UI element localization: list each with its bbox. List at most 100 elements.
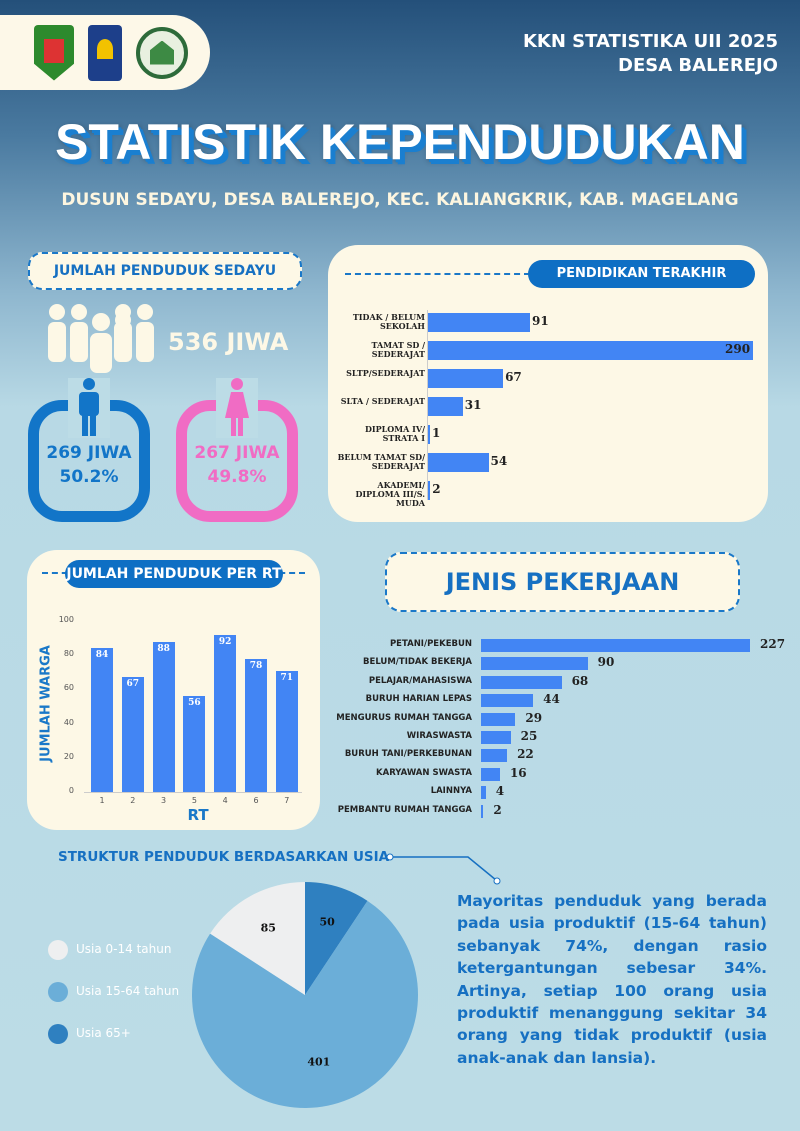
rt-y-tick: 0	[68, 786, 74, 795]
rt-bar	[245, 658, 267, 792]
job-value: 29	[525, 710, 543, 725]
job-label: PELAJAR/MAHASISWA	[368, 675, 472, 686]
education-bar	[428, 453, 489, 472]
rt-y-tick: 100	[58, 615, 74, 624]
education-label: TIDAK / BELUM SEKOLAH	[352, 312, 425, 331]
job-value: 227	[760, 637, 786, 651]
rt-y-axis-label: JUMLAH WARGA	[38, 645, 54, 762]
education-label: TAMAT SD / SEDERAJAT	[371, 340, 425, 359]
job-bar	[481, 694, 534, 708]
job-bar	[481, 639, 750, 652]
job-label: LAINNYA	[430, 786, 472, 797]
rt-bar-value: 67	[126, 679, 140, 690]
job-value: 25	[520, 729, 538, 743]
rt-gridline	[84, 792, 302, 793]
education-bar	[428, 341, 753, 360]
job-label: MENGURUS RUMAH TANGGA	[336, 712, 472, 723]
rt-x-tick: 2	[130, 796, 136, 805]
job-value: 2	[493, 802, 502, 817]
education-value: 2	[432, 482, 441, 496]
connector-line	[386, 853, 501, 885]
logo-bar	[0, 15, 210, 90]
job-bar	[481, 749, 508, 763]
education-bar	[428, 425, 430, 444]
rt-gridline	[84, 621, 302, 622]
people-group-icon	[48, 304, 154, 373]
rt-y-tick: 20	[63, 751, 74, 761]
education-value: 54	[490, 454, 508, 468]
rt-x-tick: 6	[253, 796, 259, 805]
job-label: PETANI/PEKEBUN	[389, 639, 472, 649]
education-axis	[427, 310, 428, 500]
education-title: PENDIDIKAN TERAKHIR	[528, 260, 755, 288]
job-bar	[481, 657, 588, 671]
total-population: 536 JIWA	[168, 328, 289, 356]
rt-gridline	[84, 689, 302, 690]
rt-bar-value: 88	[157, 643, 170, 654]
rt-bar-value: 84	[95, 650, 109, 661]
education-label: SLTA / SEDERAJAT	[340, 396, 425, 406]
male-icon	[79, 378, 99, 436]
education-label: AKADEMI/ DIPLOMA III/S. MUDA	[355, 480, 425, 508]
male-count: 269 JIWA	[46, 443, 132, 463]
rt-x-tick: 1	[99, 796, 105, 805]
rt-x-tick: 4	[222, 796, 228, 805]
rt-y-tick: 40	[63, 717, 74, 727]
legend-label: Usia 15-64 tahun	[76, 984, 180, 998]
village-title: DESA BALEREJO	[618, 55, 778, 76]
job-label: KARYAWAN SWASTA	[376, 767, 472, 778]
population-heading-text: JUMLAH PENDUDUK SEDAYU	[53, 263, 277, 279]
job-label: BURUH TANI/PERKEBUNAN	[344, 749, 472, 760]
female-icon	[225, 378, 249, 436]
uii-logo	[88, 24, 122, 81]
rt-x-tick: 3	[161, 796, 167, 805]
rt-bar-value: 92	[218, 636, 232, 647]
rt-x-tick: 5	[191, 796, 197, 805]
legend-swatch	[48, 1024, 68, 1044]
job-value: 68	[571, 673, 589, 688]
desa-logo	[136, 26, 188, 79]
header-text: KKN STATISTIKA UII 2025 DESA BALEREJO	[523, 30, 778, 78]
education-label: BELUM TAMAT SD/ SEDERAJAT	[337, 452, 425, 471]
rt-y-tick: 60	[63, 683, 74, 693]
program-title: KKN STATISTIKA UII 2025	[522, 31, 778, 52]
job-bar	[481, 675, 562, 689]
rt-bar-value: 71	[280, 672, 294, 683]
rt-title: JUMLAH PENDUDUK PER RT	[65, 560, 283, 588]
rt-bar	[214, 634, 237, 792]
education-bar	[428, 397, 463, 416]
job-value: 90	[597, 655, 615, 670]
pie-slice	[210, 882, 305, 995]
education-card	[328, 245, 768, 522]
education-value: 290	[725, 342, 751, 356]
summary-paragraph: Mayoritas penduduk yang berada pada usia…	[457, 892, 767, 1067]
education-value: 67	[505, 370, 522, 384]
job-label: PEMBANTU RUMAH TANGGA	[337, 804, 472, 815]
legend-swatch	[48, 940, 68, 960]
legend-label: Usia 65+	[76, 1026, 131, 1040]
education-value: 91	[531, 314, 549, 328]
rt-bar	[152, 641, 175, 792]
pie-slice-label: 401	[307, 1055, 330, 1068]
job-label: BELUM/TIDAK BEKERJA	[363, 657, 472, 668]
legend-label: Usia 0-14 tahun	[76, 942, 172, 956]
jobs-title-box: JENIS PEKERJAAN	[385, 552, 740, 612]
job-value: 22	[517, 747, 534, 762]
education-value: 31	[464, 398, 482, 412]
education-bar	[428, 481, 431, 500]
job-bar	[481, 731, 511, 744]
female-count: 267 JIWA	[194, 443, 280, 463]
rt-bar	[91, 648, 113, 792]
pie-slice-label: 50	[320, 915, 336, 928]
job-value: 16	[509, 765, 527, 780]
jobs-title: JENIS PEKERJAAN	[445, 568, 680, 596]
rt-bar	[183, 696, 206, 792]
page-title: STATISTIK KEPENDUDUKAN	[55, 114, 745, 170]
education-divider	[345, 273, 530, 275]
male-percent: 50.2%	[59, 467, 119, 487]
pie-slice-label: 85	[261, 922, 276, 935]
education-bar	[428, 313, 530, 332]
rt-gridline	[84, 655, 302, 656]
female-percent: 49.8%	[207, 467, 267, 487]
job-bar	[481, 712, 516, 726]
